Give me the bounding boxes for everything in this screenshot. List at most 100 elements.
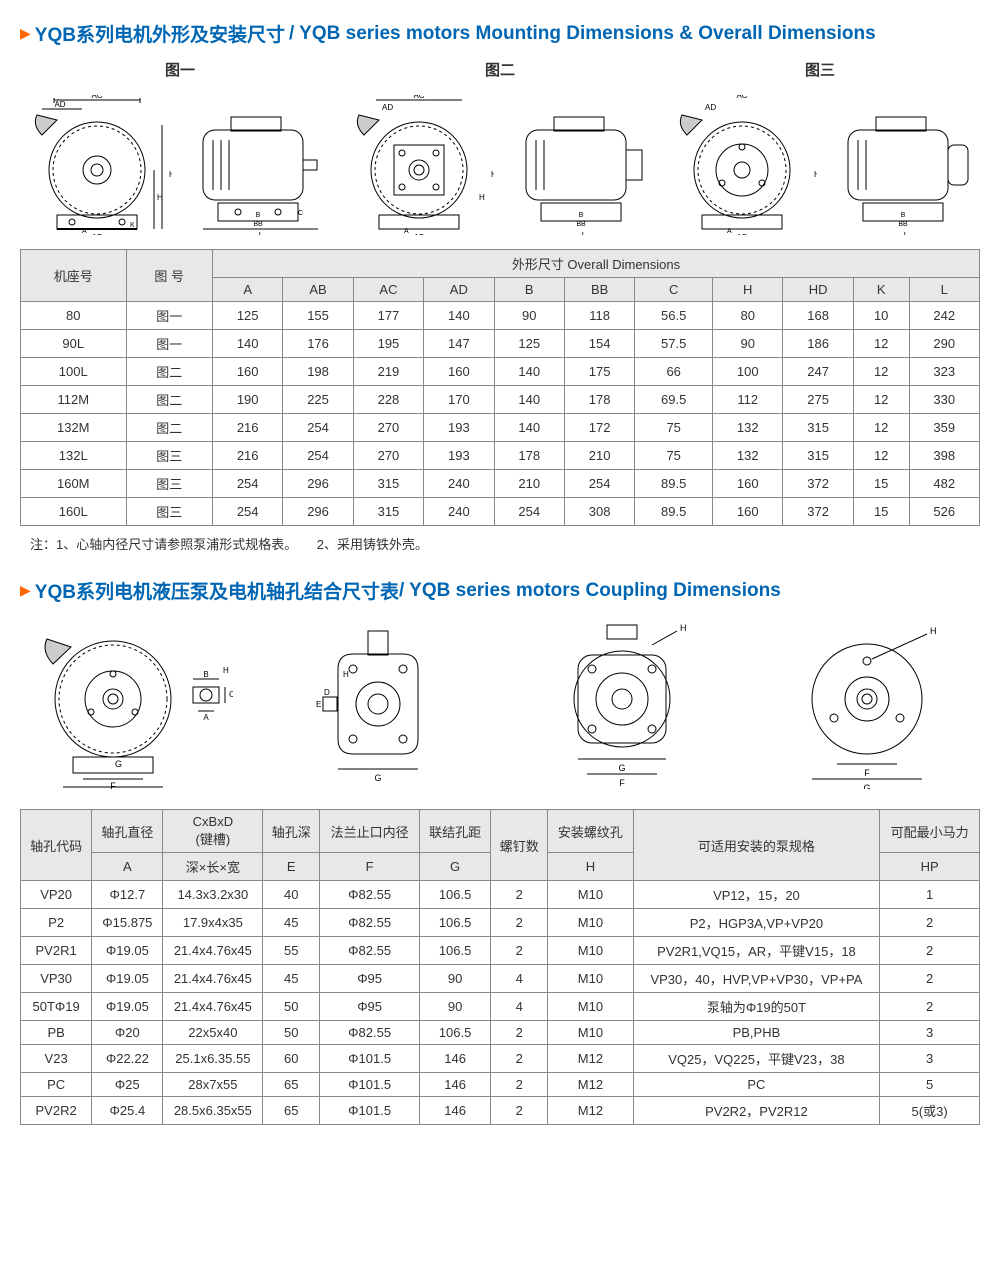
cell: 100L [21, 358, 127, 386]
cell: 140 [494, 414, 564, 442]
cell: 57.5 [635, 330, 713, 358]
cell: 12 [853, 386, 909, 414]
cell: 65 [263, 1073, 320, 1097]
cell: M10 [548, 965, 633, 993]
cell: 65 [263, 1097, 320, 1125]
col-frame: 机座号 [21, 250, 127, 302]
svg-text:H: H [223, 666, 229, 675]
cell: 254 [564, 470, 634, 498]
cell: 482 [909, 470, 979, 498]
coupling-diagram-4: F G H [754, 616, 981, 791]
cell: 168 [783, 302, 853, 330]
svg-text:E: E [316, 700, 321, 709]
table-row: 160L图三25429631524025430889.516037215526 [21, 498, 980, 526]
cell: 12 [853, 358, 909, 386]
cell: 图三 [126, 442, 212, 470]
cell: 21.4x4.76x45 [163, 993, 263, 1021]
cell: 2 [880, 909, 980, 937]
triangle-icon: ▶ [20, 582, 31, 599]
cell: 106.5 [419, 909, 490, 937]
table-row: PBΦ2022x5x4050Φ82.55106.52M10PB,PHB3 [21, 1021, 980, 1045]
diagram-3a: AC AD HD A AB [665, 92, 818, 237]
table-row: 132M图二2162542701931401727513231512359 [21, 414, 980, 442]
cell: 219 [353, 358, 423, 386]
diagram-1b: L B BB C [181, 92, 334, 237]
cell: 190 [212, 386, 282, 414]
svg-text:H: H [680, 623, 687, 633]
cell: VP12，15，20 [633, 881, 880, 909]
coupling-dimensions-table: 轴孔代码轴孔直径CxBxD(键槽)轴孔深法兰止口内径联结孔距螺钉数安装螺纹孔可适… [20, 809, 980, 1125]
cell: 90L [21, 330, 127, 358]
cell: Φ19.05 [92, 965, 163, 993]
cell: 90 [713, 330, 783, 358]
table-row: VP20Φ12.714.3x3.2x3040Φ82.55106.52M10VP1… [21, 881, 980, 909]
overall-dimensions-table: 机座号图 号外形尺寸 Overall DimensionsAABACADBBBC… [20, 249, 980, 526]
cell: 140 [494, 386, 564, 414]
cell: 160 [212, 358, 282, 386]
cell: 21.4x4.76x45 [163, 965, 263, 993]
cell: 12 [853, 442, 909, 470]
diagram-1a: AC AD HD H AB A K [20, 92, 173, 237]
cell: Φ82.55 [320, 1021, 420, 1045]
svg-text:H: H [343, 670, 349, 679]
h2: F [320, 853, 420, 881]
cell: PB [21, 1021, 92, 1045]
cell: 2 [491, 1045, 548, 1073]
svg-text:G: G [115, 759, 122, 769]
cell: 125 [494, 330, 564, 358]
cell: 323 [909, 358, 979, 386]
h1: 轴孔深 [263, 810, 320, 853]
cell: 308 [564, 498, 634, 526]
table-row: PCΦ2528x7x5565Φ101.51462M12PC5 [21, 1073, 980, 1097]
cell: 193 [424, 414, 494, 442]
cell: 146 [419, 1097, 490, 1125]
cell: 160 [713, 470, 783, 498]
subcol: AC [353, 278, 423, 302]
cell: 112 [713, 386, 783, 414]
cell: P2 [21, 909, 92, 937]
table-row: VP30Φ19.0521.4x4.76x4545Φ95904M10VP30，40… [21, 965, 980, 993]
cell: 247 [783, 358, 853, 386]
table-row: 112M图二19022522817014017869.511227512330 [21, 386, 980, 414]
cell: 178 [494, 442, 564, 470]
cell: 泵轴为Φ19的50T [633, 993, 880, 1021]
cell: 372 [783, 498, 853, 526]
cell: 100 [713, 358, 783, 386]
cell: 177 [353, 302, 423, 330]
h1: 联结孔距 [419, 810, 490, 853]
svg-text:A: A [204, 713, 210, 722]
cell: PV2R1 [21, 937, 92, 965]
cell: M12 [548, 1045, 633, 1073]
cell: VP30，40，HVP,VP+VP30，VP+PA [633, 965, 880, 993]
svg-text:AC: AC [414, 95, 425, 100]
cell: 160M [21, 470, 127, 498]
h2: E [263, 853, 320, 881]
h1: 轴孔直径 [92, 810, 163, 853]
table-row: PV2R1Φ19.0521.4x4.76x4555Φ82.55106.52M10… [21, 937, 980, 965]
svg-text:AD: AD [382, 103, 393, 112]
cell: 2 [491, 1097, 548, 1125]
cell: Φ22.22 [92, 1045, 163, 1073]
cell: PC [21, 1073, 92, 1097]
cell: 140 [494, 358, 564, 386]
table-row: 160M图三25429631524021025489.516037215482 [21, 470, 980, 498]
cell: 275 [783, 386, 853, 414]
cell: Φ82.55 [320, 909, 420, 937]
svg-text:F: F [620, 778, 626, 788]
cell: 155 [283, 302, 353, 330]
cell: M10 [548, 909, 633, 937]
cell: 45 [263, 965, 320, 993]
h2: H [548, 853, 633, 881]
cell: Φ101.5 [320, 1073, 420, 1097]
subcol: BB [564, 278, 634, 302]
cell: 2 [491, 937, 548, 965]
table-row: PV2R2Φ25.428.5x6.35x5565Φ101.51462M12PV2… [21, 1097, 980, 1125]
cell: 160 [424, 358, 494, 386]
table-row: V23Φ22.2225.1x6.35.5560Φ101.51462M12VQ25… [21, 1045, 980, 1073]
svg-text:F: F [864, 768, 870, 778]
coupling-diagram-3: G F H [509, 616, 736, 791]
svg-text:AD: AD [54, 100, 65, 109]
diagram-2a: AC AD HD H A AB [343, 92, 496, 237]
h1: 安装螺纹孔 [548, 810, 633, 853]
cell: 315 [353, 498, 423, 526]
